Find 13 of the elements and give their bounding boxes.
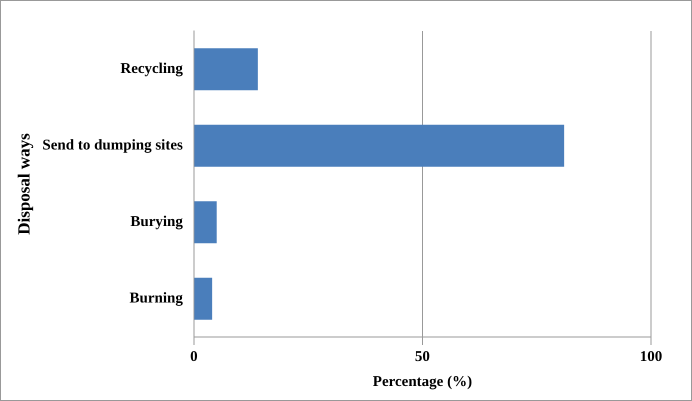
y-tick-label: Burning xyxy=(129,290,184,307)
bar xyxy=(194,124,564,167)
y-axis-title: Disposal ways xyxy=(14,132,34,235)
x-tick-label: 50 xyxy=(414,348,430,365)
bar xyxy=(194,48,258,90)
bar xyxy=(194,201,217,244)
y-tick-label: Recycling xyxy=(120,61,184,78)
y-tick-label: Send to dumping sites xyxy=(42,138,184,154)
x-tick-label: 0 xyxy=(190,348,198,365)
x-axis-title: Percentage (%) xyxy=(372,374,472,390)
bar xyxy=(194,278,212,320)
x-tick-label: 100 xyxy=(640,348,662,365)
y-tick-label: Burying xyxy=(130,214,184,230)
